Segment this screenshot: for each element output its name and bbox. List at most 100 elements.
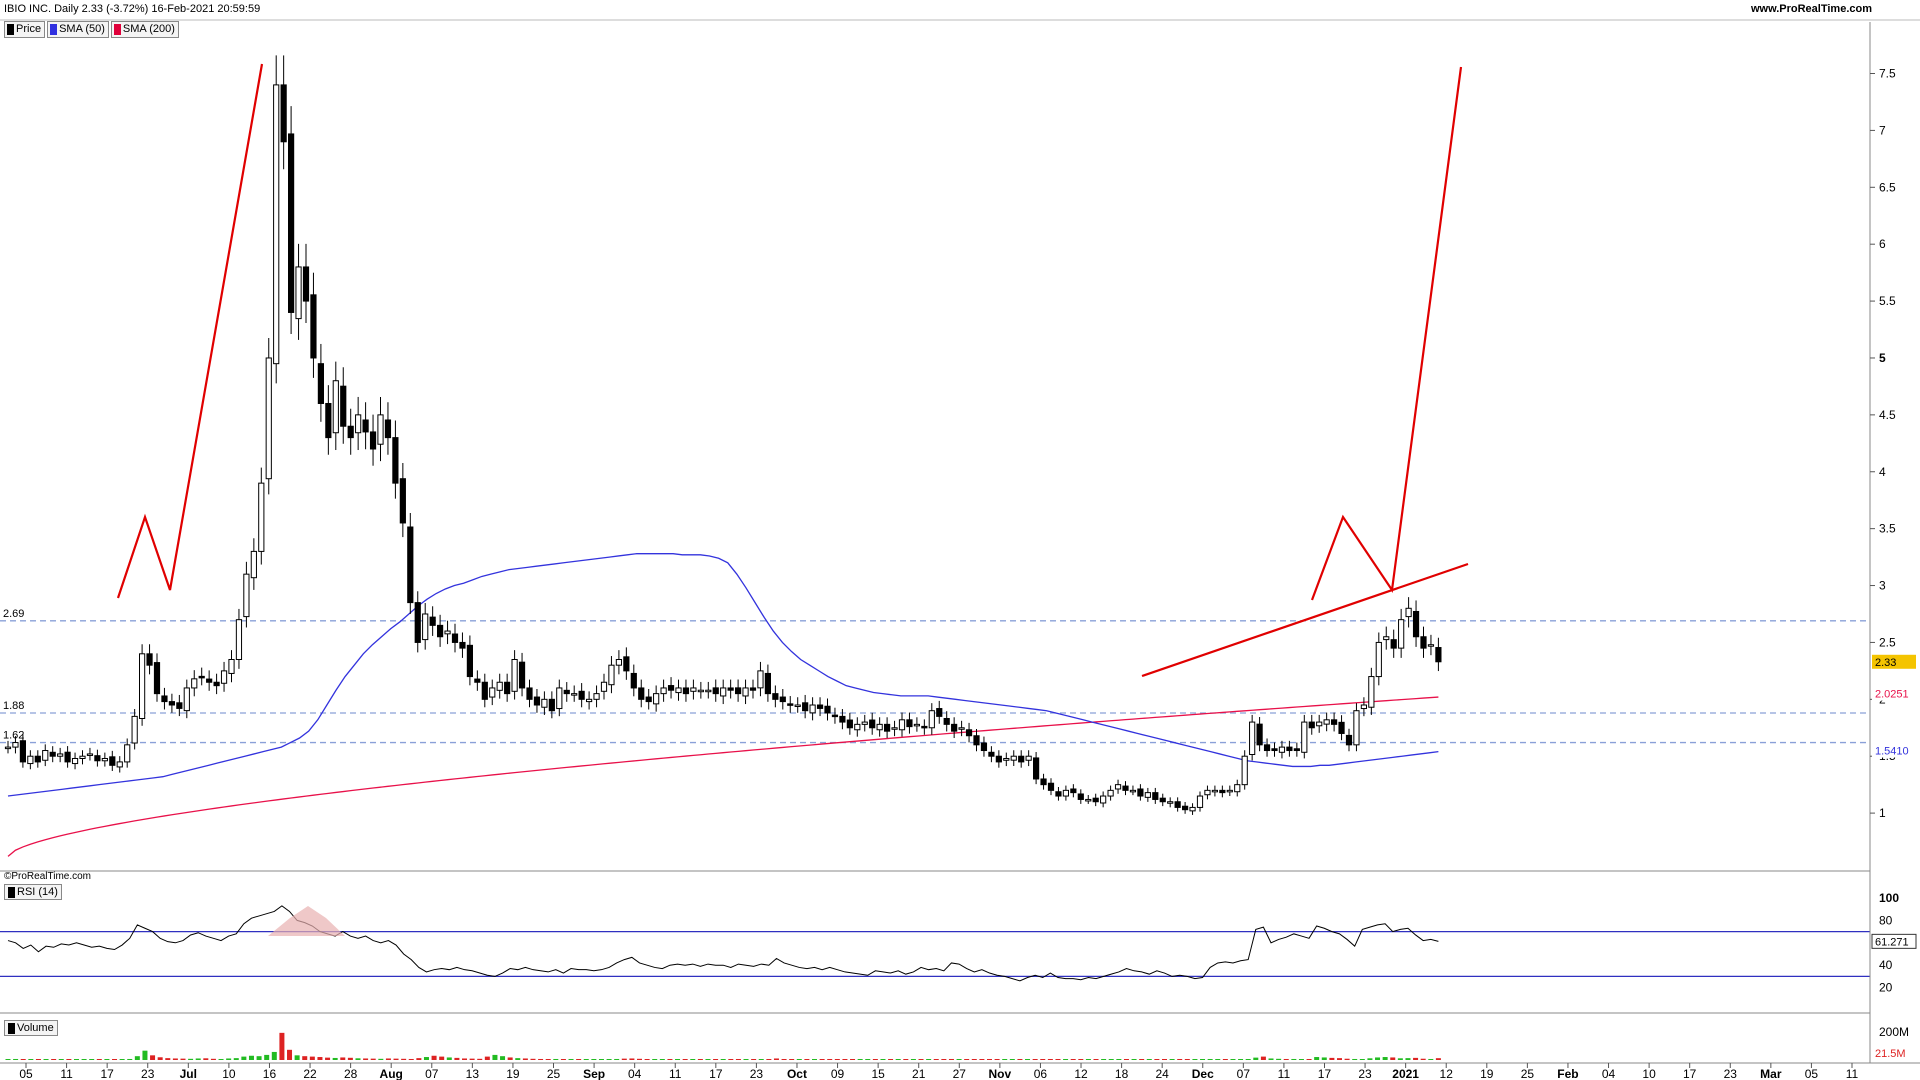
x-tick-label: 2021 (1392, 1067, 1419, 1080)
candle-body (1286, 746, 1293, 752)
candle-body (131, 715, 138, 744)
volume-bar (1413, 1057, 1419, 1060)
candle-body (1062, 789, 1070, 797)
candle-body (146, 653, 153, 666)
volume-bar (355, 1058, 361, 1060)
candle-body (943, 717, 950, 725)
candle-body (1189, 806, 1196, 812)
volume-bar (241, 1056, 247, 1060)
x-tick-label: 12 (1074, 1067, 1088, 1080)
volume-tag[interactable]: Volume (4, 1020, 58, 1036)
x-tick-label: 21 (912, 1067, 926, 1080)
candle-body (437, 624, 444, 638)
volume-bar (142, 1050, 148, 1060)
volume-value-label: 21.5M (1875, 1048, 1906, 1060)
candle-body (749, 687, 757, 691)
candle-body (1271, 748, 1278, 752)
volume-bar (971, 1059, 977, 1060)
volume-bar (271, 1051, 277, 1060)
volume-bar (96, 1059, 102, 1060)
candle-body (876, 723, 883, 731)
volume-bar (66, 1059, 72, 1060)
volume-bar (1215, 1059, 1221, 1060)
candle-body (630, 672, 637, 689)
sma200-line (7, 696, 1439, 857)
volume-bar (492, 1054, 498, 1060)
candle-body (340, 385, 347, 427)
volume-bar (994, 1059, 1000, 1060)
volume-bar (675, 1059, 681, 1060)
volume-bar (956, 1059, 962, 1060)
volume-bar (1390, 1057, 1396, 1060)
volume-bar (1245, 1059, 1251, 1060)
legend-sma50[interactable]: SMA (50) (47, 21, 109, 38)
volume-bar (1207, 1059, 1213, 1060)
volume-bar (1306, 1059, 1312, 1060)
volume-bar (743, 1059, 749, 1060)
candle-body (548, 698, 555, 712)
candle-body (757, 670, 764, 689)
candle-body (802, 702, 809, 712)
volume-bar (279, 1032, 285, 1060)
price-panel: 2.69 1.88 1.62 (0, 55, 1870, 857)
volume-bar (530, 1058, 536, 1060)
candle-body (332, 380, 339, 434)
candle-body (422, 613, 429, 641)
candle-body (466, 644, 473, 678)
candle-body (1353, 710, 1360, 746)
price-tick-label: 3.5 (1879, 522, 1896, 536)
candle-body (273, 84, 280, 365)
volume-bar (1078, 1059, 1084, 1060)
volume-bar (1093, 1059, 1099, 1060)
candle-body (1100, 795, 1107, 804)
x-tick-label: Oct (787, 1067, 807, 1080)
candle-body (101, 757, 108, 762)
volume-bar (697, 1059, 703, 1060)
x-tick-label: 17 (1318, 1067, 1332, 1080)
volume-bar (165, 1058, 171, 1060)
volume-bar (51, 1059, 57, 1060)
volume-bar (210, 1058, 216, 1060)
volume-bar (857, 1059, 863, 1060)
volume-bar (781, 1059, 787, 1060)
volume-bar (112, 1059, 118, 1060)
x-tick-label: 19 (506, 1067, 520, 1080)
candle-body (690, 687, 697, 692)
candle-body (161, 695, 168, 703)
legend-sma200[interactable]: SMA (200) (110, 21, 179, 38)
volume-bar (1428, 1058, 1434, 1060)
volume-bar (1314, 1057, 1320, 1060)
candle-body (414, 602, 421, 643)
site-link[interactable]: www.ProRealTime.com (1750, 3, 1872, 15)
x-tick-label: 07 (1237, 1067, 1251, 1080)
candle-body (831, 714, 839, 718)
legend-price[interactable]: Price (4, 21, 46, 38)
volume-bar (302, 1056, 308, 1060)
volume-bar (644, 1059, 650, 1060)
volume-bar (903, 1059, 909, 1060)
candle-body (57, 753, 64, 757)
x-tick-label: Aug (380, 1067, 403, 1080)
volume-bar (462, 1058, 468, 1060)
x-tick-label: 17 (709, 1067, 723, 1080)
candle-body (1010, 755, 1017, 761)
volume-bar (667, 1059, 673, 1060)
volume-bar (713, 1059, 719, 1060)
candle-body (86, 753, 94, 756)
candle-body (1420, 636, 1427, 649)
candle-body (1055, 791, 1062, 797)
volume-bar (964, 1059, 970, 1060)
volume-bar (401, 1058, 407, 1060)
volume-bar (1405, 1058, 1411, 1060)
volume-bar (264, 1054, 270, 1060)
volume-bar (370, 1058, 376, 1060)
price-tick-label: 2.5 (1879, 635, 1896, 649)
volume-bar (812, 1059, 818, 1060)
price-tick-label: 1 (1879, 806, 1886, 820)
volume-bar (865, 1059, 871, 1060)
price-tick-label: 3 (1879, 579, 1886, 593)
volume-bar (43, 1059, 49, 1060)
volume-bar (294, 1055, 300, 1060)
candle-body (250, 550, 257, 579)
rsi-tag[interactable]: RSI (14) (4, 884, 62, 900)
